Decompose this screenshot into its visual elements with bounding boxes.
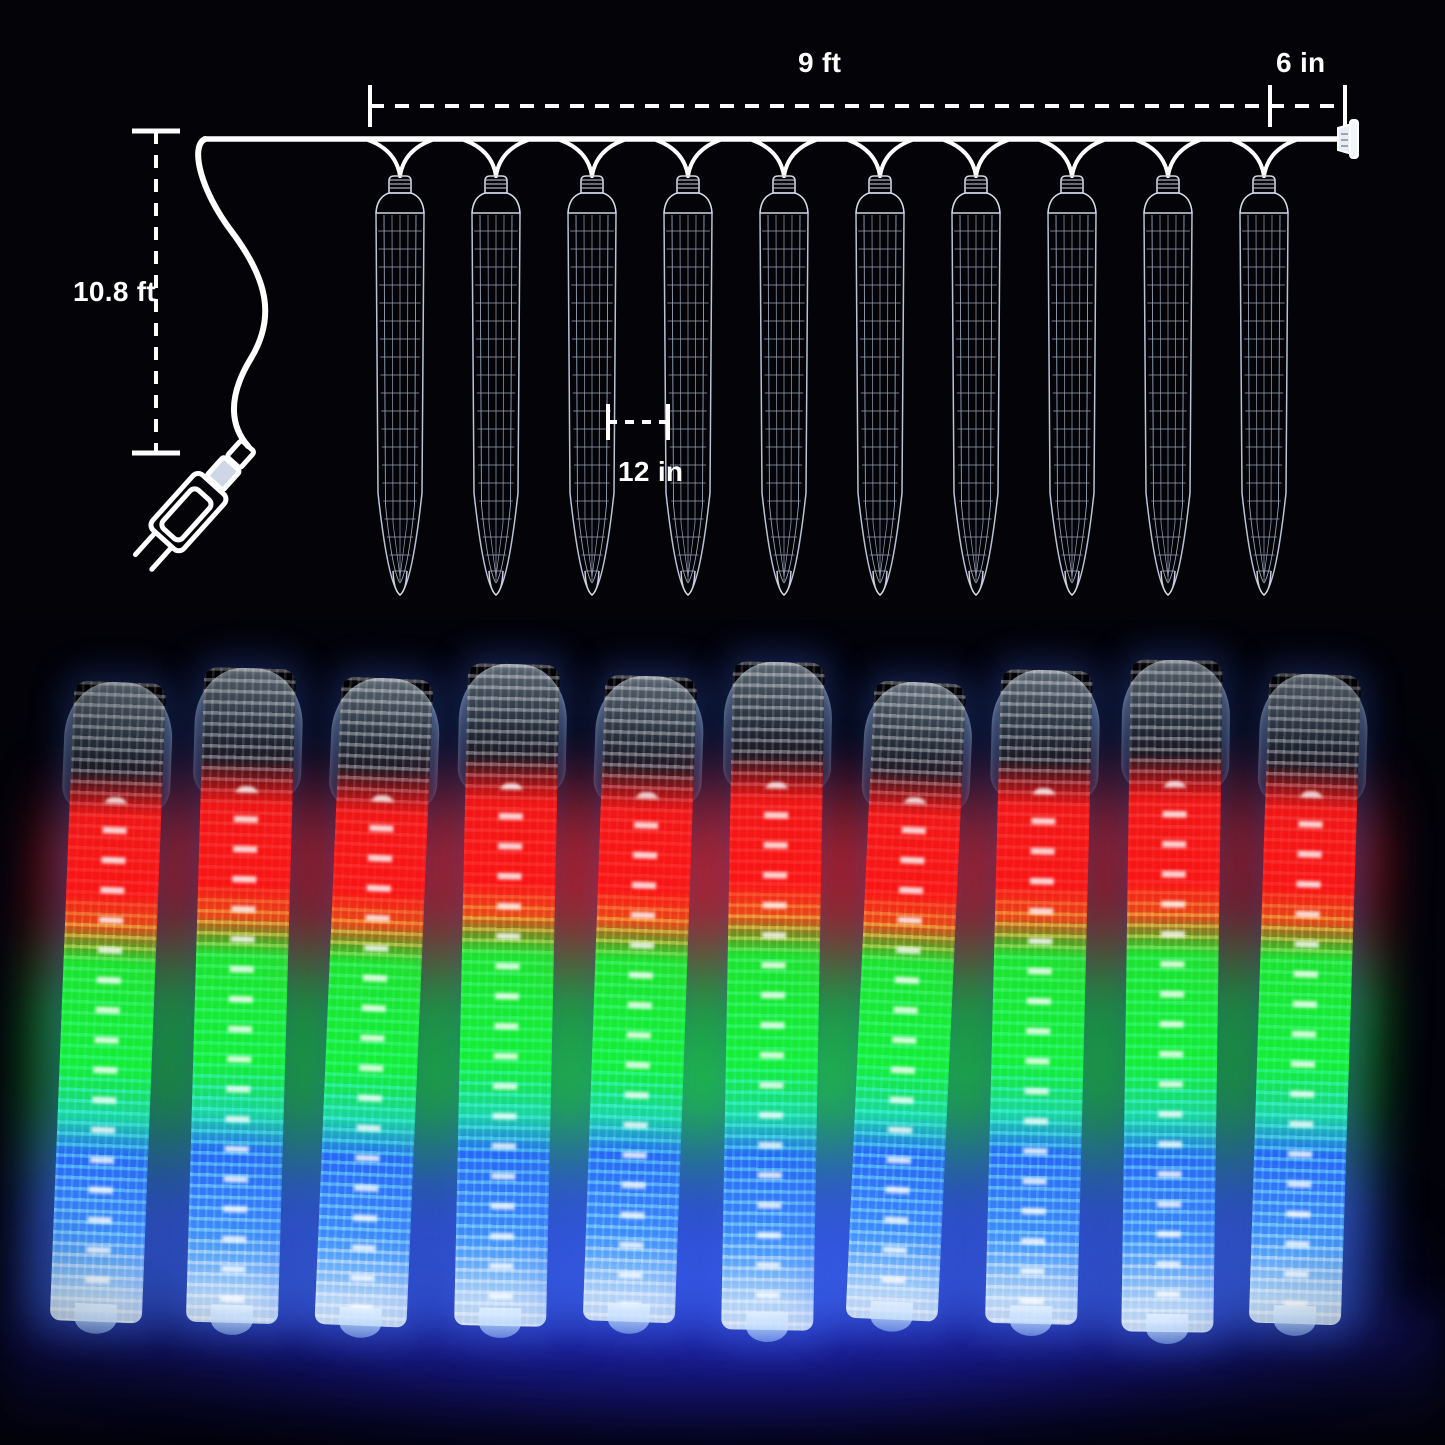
- icicle-tube: [855, 175, 905, 596]
- icicle-tube: [951, 175, 1001, 596]
- icicle-tube: [759, 175, 809, 596]
- power-plug-icon: [132, 438, 256, 572]
- icicle-tube: [375, 175, 425, 596]
- dimension-12in: [606, 404, 670, 440]
- lead-wire: [195, 136, 269, 449]
- dimension-label-12in: 12 in: [618, 456, 684, 487]
- dimension-label-10-8ft: 10.8 ft: [73, 276, 157, 307]
- product-photo: [0, 620, 1445, 1445]
- icicle-tube: [1047, 175, 1097, 596]
- dimension-label-9ft: 9 ft: [798, 47, 842, 78]
- dimension-10-8ft: [132, 128, 180, 456]
- icicle-tube: [1143, 175, 1193, 596]
- icicle-tube: [1239, 175, 1289, 596]
- dimension-label-6in: 6 in: [1276, 47, 1326, 78]
- icicle-tubes-group: [366, 138, 1298, 596]
- photo-vignette: [0, 620, 1445, 1445]
- diagram-svg: [132, 85, 1359, 596]
- wire-end-cap-icon: [1337, 119, 1359, 159]
- icicle-tube: [663, 175, 713, 596]
- icicle-tube: [567, 175, 617, 596]
- icicle-tube: [471, 175, 521, 596]
- dimension-diagram: 9 ft 6 in 10.8 ft 12 in: [0, 0, 1445, 640]
- dimension-9ft: [368, 85, 1272, 127]
- dimension-6in: [1270, 85, 1347, 127]
